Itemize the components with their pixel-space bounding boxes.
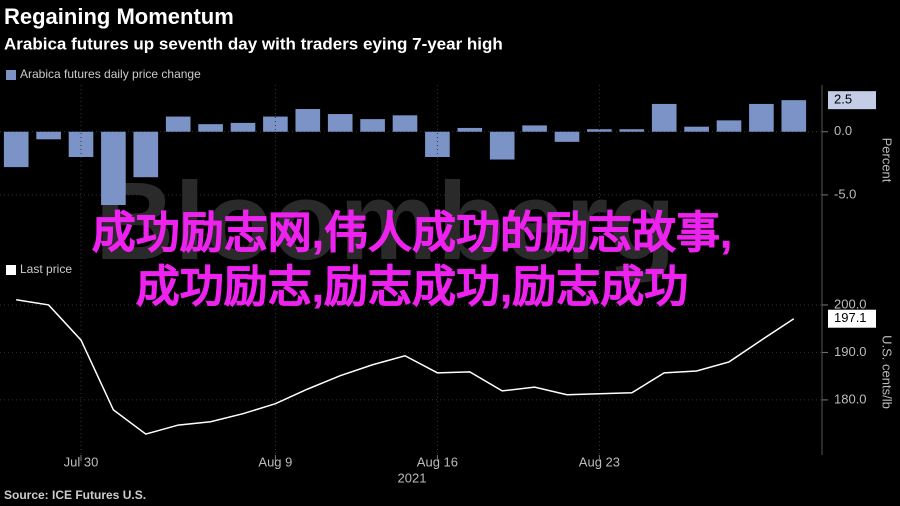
- x-tick-label: Jul 30: [64, 454, 99, 469]
- y-tick-label: 180.0: [834, 391, 867, 406]
- bar: [198, 124, 223, 132]
- bar: [489, 131, 515, 160]
- bar: [522, 125, 547, 132]
- bar: [392, 115, 418, 132]
- last-value-box: [828, 91, 876, 110]
- last-value-label: 2.5: [834, 92, 852, 107]
- y-tick-label: 0.0: [834, 123, 852, 138]
- bar: [587, 129, 612, 132]
- overlay-text: 成功励志,励志成功,励志成功: [136, 263, 688, 312]
- legend-swatch: [6, 265, 16, 275]
- legend-swatch: [6, 70, 16, 80]
- x-tick-label: Aug 9: [258, 454, 292, 469]
- line: [16, 298, 795, 435]
- bar: [327, 114, 353, 132]
- bar: [457, 127, 483, 132]
- chart-subtitle: Arabica futures up seventh day with trad…: [4, 34, 503, 53]
- y-tick-label: 190.0: [834, 344, 867, 359]
- bar: [68, 131, 94, 157]
- watermark: Bloomberg: [95, 160, 676, 283]
- bar: [230, 122, 256, 132]
- bar: [360, 119, 385, 132]
- bar: [263, 116, 288, 132]
- legend-label: Arabica futures daily price change: [20, 67, 201, 81]
- x-tick-label: Aug 16: [417, 454, 458, 469]
- y-tick-label: -5.0: [834, 186, 856, 201]
- bar: [781, 100, 807, 132]
- bar: [684, 126, 709, 132]
- bar: [716, 120, 742, 132]
- bar: [3, 131, 29, 168]
- bar: [651, 103, 677, 132]
- bar: [133, 131, 159, 178]
- x-axis-label: 2021: [398, 470, 427, 485]
- y-axis-label: U.S. cents/lb: [880, 335, 895, 409]
- source: Source: ICE Futures U.S.: [4, 488, 146, 502]
- overlay-text: 成功励志网,伟人成功的励志故事,: [92, 209, 732, 258]
- y-tick-label: 200.0: [834, 296, 867, 311]
- bar: [165, 116, 191, 132]
- x-tick-label: Aug 23: [579, 454, 620, 469]
- bar: [619, 129, 645, 132]
- bar: [36, 131, 61, 140]
- y-axis-label: Percent: [880, 138, 895, 183]
- bar: [749, 103, 774, 132]
- legend-label: Last price: [20, 262, 72, 276]
- bar: [101, 131, 126, 205]
- last-value-box: [828, 309, 876, 328]
- last-value-label: 197.1: [834, 310, 867, 325]
- bar: [295, 109, 321, 132]
- bar: [554, 131, 580, 142]
- bar: [425, 131, 450, 157]
- chart-title: Regaining Momentum: [4, 4, 234, 29]
